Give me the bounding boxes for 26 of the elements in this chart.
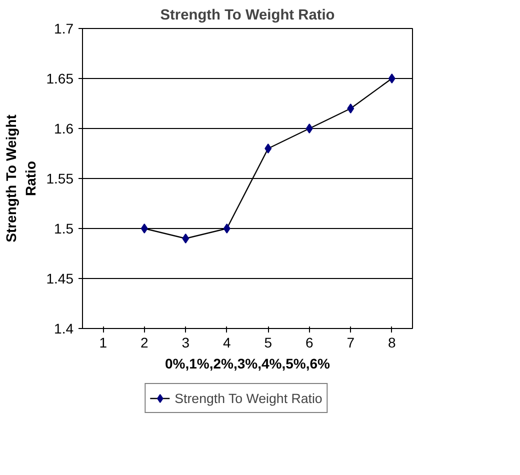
point <box>264 144 272 154</box>
x-tick-label: 2 <box>140 334 148 350</box>
x-tick-label: 6 <box>305 334 314 350</box>
chart-title: Strength To Weight Ratio <box>160 8 335 24</box>
point <box>182 234 190 244</box>
point <box>306 124 313 134</box>
y-tick-label: 1.4 <box>54 320 74 336</box>
y-axis-title: Strength To Weight Ratio <box>3 114 38 242</box>
x-tick-label: 8 <box>388 334 396 350</box>
y-tick-label: 1.6 <box>54 120 74 136</box>
y-tick-label: 1.5 <box>54 220 74 236</box>
y-tick-label: 1.45 <box>46 270 74 286</box>
x-tick-label: 1 <box>99 334 108 350</box>
y-tick-label: 1.65 <box>46 70 74 86</box>
x-tick-label: 3 <box>182 334 190 350</box>
legend-label: Strength To Weight Ratio <box>174 390 322 406</box>
point <box>388 74 396 84</box>
x-tick-label: 4 <box>222 334 231 350</box>
point <box>223 224 230 234</box>
y-tick-label: 1.7 <box>54 20 74 36</box>
x-tick-label: 7 <box>346 334 355 350</box>
y-tick-label: 1.55 <box>46 170 74 186</box>
x-axis-title: 0%,1%,2%,3%,4%,5%,6% <box>165 356 331 372</box>
x-tick-label: 5 <box>264 334 272 350</box>
point <box>140 224 148 234</box>
point <box>347 104 354 114</box>
